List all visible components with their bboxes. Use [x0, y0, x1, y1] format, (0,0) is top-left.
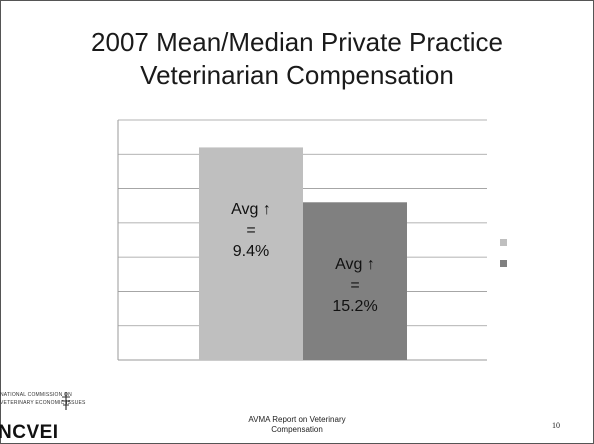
footer-line-1: AVMA Report on Veterinary [248, 415, 346, 424]
bar-annotation-1-line-3: 9.4% [232, 243, 270, 261]
logo-small-text-2: VETERINARY ECONOMIC ISSUES [0, 400, 86, 406]
legend-swatch-2 [500, 260, 507, 267]
bar-annotation-1: Avg ↑ = 9.4% [199, 199, 303, 262]
bar-annotation-2-line-3: 15.2% [332, 298, 378, 316]
bar-annotation-1-line-2: = [246, 222, 256, 240]
footer-line-2: Compensation [271, 425, 323, 434]
bar-annotation-2: Avg ↑ = 15.2% [303, 254, 407, 317]
page-number: 10 [552, 421, 560, 430]
logo-small-text-1: NATIONAL COMMISSION ON [0, 392, 72, 398]
logo-acronym: NCVEI [0, 422, 59, 443]
slide-footer: AVMA Report on Veterinary Compensation [200, 415, 394, 435]
bar-annotation-2-line-2: = [350, 277, 360, 295]
bar-annotation-1-line-1: Avg ↑ [231, 201, 271, 219]
ncvei-logo: NATIONAL COMMISSION ON VETERINARY ECONOM… [0, 387, 90, 444]
bar-annotation-2-line-1: Avg ↑ [335, 256, 375, 274]
slide-title: 2007 Mean/Median Private Practice Veteri… [0, 26, 594, 92]
bar-series-1 [199, 147, 303, 360]
caduceus-icon [62, 392, 70, 410]
legend-swatch-1 [500, 239, 507, 246]
slide-title-line-2: Veterinarian Compensation [140, 60, 454, 90]
bar-series-2 [303, 202, 407, 360]
slide-title-line-1: 2007 Mean/Median Private Practice [91, 27, 503, 57]
